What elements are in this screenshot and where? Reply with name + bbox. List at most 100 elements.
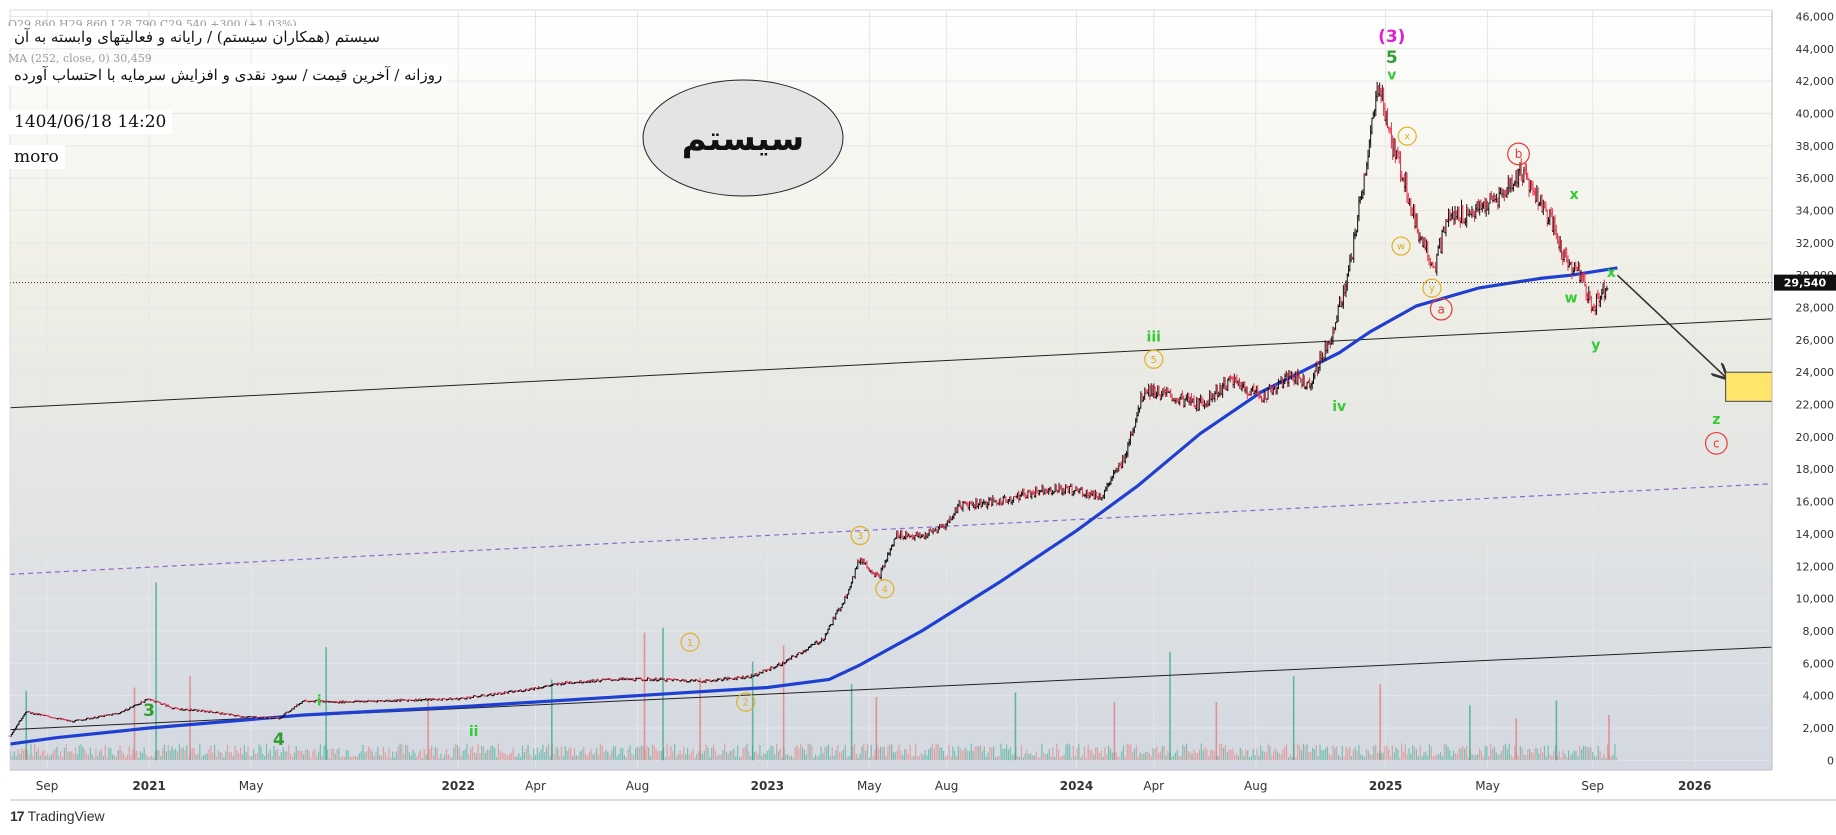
volume-bar [366, 751, 368, 761]
volume-bar [345, 750, 347, 761]
volume-bar [1452, 750, 1455, 761]
volume-bar [269, 749, 271, 761]
channel-upper [9, 318, 1773, 409]
volume-bar [584, 753, 587, 761]
volume-bar [540, 749, 542, 761]
volume-bar [1363, 757, 1366, 761]
volume-bar [568, 748, 570, 761]
volume-bar [252, 749, 255, 761]
volume-bar [158, 750, 160, 761]
volume-bar [1204, 746, 1206, 761]
volume-bar [1317, 756, 1319, 761]
volume-bar [60, 751, 62, 761]
volume-bar [1328, 753, 1330, 761]
volume-bar [738, 757, 741, 761]
volume-spike [875, 697, 878, 761]
volume-bar [1200, 743, 1202, 761]
volume-bar [484, 752, 487, 761]
volume-bar [108, 747, 110, 761]
volume-bar [1432, 756, 1434, 761]
volume-bar [482, 746, 485, 761]
volume-bar [661, 751, 663, 761]
volume-bar [1217, 756, 1219, 761]
volume-bar [1369, 754, 1371, 761]
volume-bar [265, 743, 268, 761]
volume-bar [985, 756, 987, 761]
volume-bar [1156, 746, 1158, 761]
volume-bar [668, 756, 670, 761]
volume-bar [764, 754, 767, 761]
volume-bar [210, 745, 212, 761]
volume-bar [627, 749, 629, 761]
volume-bar [1566, 756, 1568, 761]
volume-bar [1508, 743, 1510, 761]
volume-bar [65, 743, 67, 761]
volume-bar [390, 757, 392, 761]
volume-bar [1343, 757, 1345, 761]
volume-bar [82, 746, 84, 761]
volume-bar [1247, 750, 1249, 761]
volume-bar [278, 756, 281, 761]
volume-bar [1033, 755, 1036, 761]
volume-bar [1167, 750, 1169, 761]
volume-bar [84, 749, 86, 761]
volume-bar [468, 754, 470, 761]
volume-bar [646, 745, 648, 761]
volume-bar [1313, 749, 1316, 761]
volume-bar [577, 756, 579, 761]
volume-bar [811, 745, 813, 761]
volume-bar [533, 748, 535, 761]
volume-bar [1588, 747, 1590, 761]
volume-bar [197, 753, 199, 761]
volume-bar [241, 754, 244, 761]
volume-bar [1093, 755, 1095, 761]
volume-bar [175, 748, 177, 761]
volume-bar [436, 748, 438, 761]
volume-bar [1226, 752, 1228, 761]
moving-average [9, 266, 1618, 746]
volume-bar [421, 757, 423, 761]
volume-bar [206, 753, 208, 761]
volume-bar [1614, 744, 1616, 761]
volume-bar [672, 751, 674, 761]
volume-bar [1208, 756, 1210, 761]
volume-bar [796, 744, 798, 761]
volume-bar [902, 755, 904, 761]
volume-bar [469, 748, 472, 761]
volume-bar [776, 743, 778, 761]
volume-bar [666, 743, 668, 761]
volume-bar [798, 748, 800, 761]
volume-bar [1245, 749, 1247, 761]
volume-bar [405, 744, 407, 761]
volume-bar [547, 743, 550, 761]
volume-bar [373, 756, 375, 761]
volume-bar [562, 756, 564, 761]
volume-bar [1404, 744, 1406, 761]
volume-bar [186, 745, 188, 761]
volume-bar [1382, 752, 1384, 761]
volume-bar [837, 744, 839, 761]
volume-bar [165, 751, 167, 761]
volume-bar [759, 745, 761, 761]
volume-bar [744, 747, 746, 761]
volume-bar [709, 757, 711, 761]
volume-bar [314, 748, 316, 761]
volume-bar [1130, 744, 1132, 761]
volume-bar [1495, 752, 1497, 761]
volume-bar [859, 753, 861, 761]
volume-bar [1265, 752, 1267, 761]
volume-bar [957, 746, 959, 761]
volume-spike [1014, 692, 1017, 761]
volume-bar [1050, 756, 1052, 761]
volume-bar [746, 743, 748, 761]
volume-bar [1239, 747, 1241, 761]
volume-bar [1360, 754, 1362, 761]
volume-bar [961, 750, 963, 761]
volume-bar [1367, 750, 1369, 761]
volume-bar [195, 754, 197, 761]
volume-bar [878, 748, 880, 761]
volume-bar [848, 755, 850, 761]
volume-bar [1278, 753, 1280, 761]
volume-bar [1137, 756, 1139, 761]
